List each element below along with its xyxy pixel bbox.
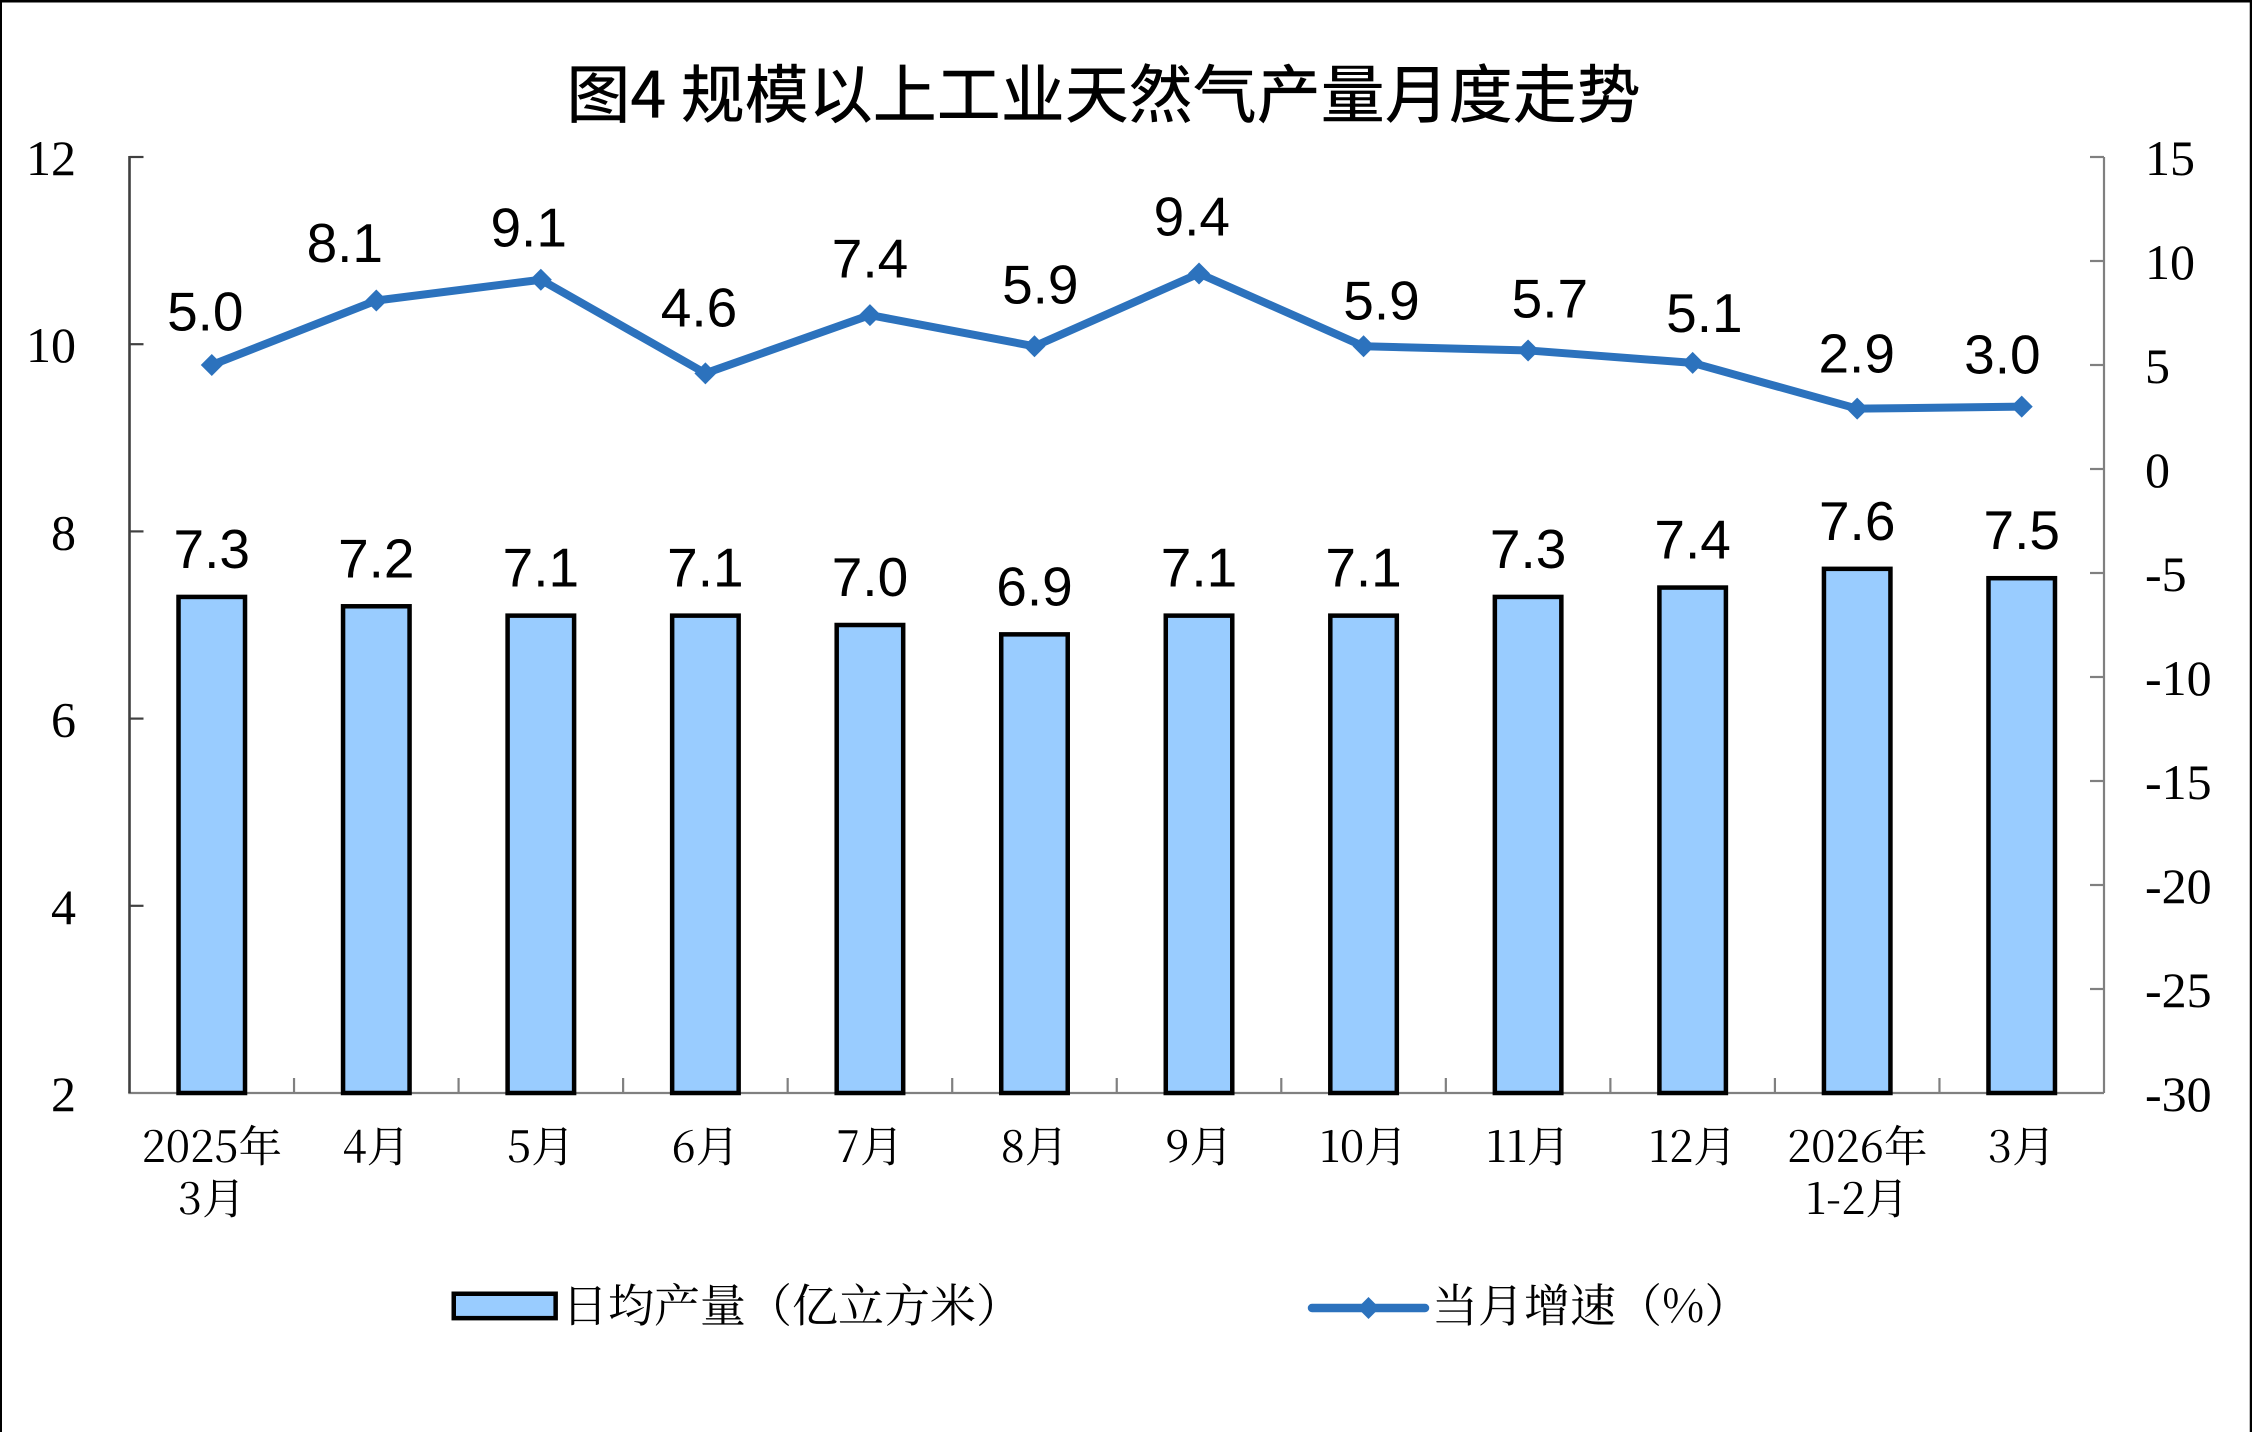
svg-text:7.5: 7.5 xyxy=(1983,499,2059,561)
svg-text:7.0: 7.0 xyxy=(832,546,908,608)
svg-text:9.4: 9.4 xyxy=(1154,186,1230,248)
svg-text:6: 6 xyxy=(51,692,76,748)
svg-text:8: 8 xyxy=(51,504,76,560)
svg-text:10: 10 xyxy=(26,317,76,373)
svg-text:10: 10 xyxy=(2145,234,2195,290)
svg-text:5.9: 5.9 xyxy=(1002,253,1078,315)
svg-text:7.3: 7.3 xyxy=(174,518,250,580)
svg-text:7.1: 7.1 xyxy=(1161,537,1237,599)
svg-text:4.6: 4.6 xyxy=(661,277,737,339)
svg-text:15: 15 xyxy=(2145,130,2195,186)
svg-text:-5: -5 xyxy=(2145,546,2187,602)
svg-text:5.9: 5.9 xyxy=(1343,269,1419,331)
svg-text:5.1: 5.1 xyxy=(1666,282,1742,344)
svg-text:5: 5 xyxy=(2145,338,2170,394)
svg-text:7.1: 7.1 xyxy=(667,537,743,599)
svg-text:4: 4 xyxy=(51,879,76,935)
svg-text:2.9: 2.9 xyxy=(1818,323,1894,385)
svg-text:7.2: 7.2 xyxy=(338,527,414,589)
svg-text:0: 0 xyxy=(2145,442,2170,498)
svg-text:7.3: 7.3 xyxy=(1490,518,1566,580)
svg-text:9.1: 9.1 xyxy=(490,196,566,258)
svg-text:6.9: 6.9 xyxy=(996,555,1072,617)
svg-text:2: 2 xyxy=(51,1066,76,1122)
svg-text:7.4: 7.4 xyxy=(1654,509,1730,571)
svg-text:-25: -25 xyxy=(2145,962,2212,1018)
svg-text:7.4: 7.4 xyxy=(832,228,908,290)
svg-text:-15: -15 xyxy=(2145,754,2212,810)
svg-text:-30: -30 xyxy=(2145,1066,2212,1122)
svg-text:5.0: 5.0 xyxy=(167,281,243,343)
svg-text:-10: -10 xyxy=(2145,650,2212,706)
svg-text:12: 12 xyxy=(26,130,76,186)
svg-text:7.6: 7.6 xyxy=(1819,490,1895,552)
svg-text:7.1: 7.1 xyxy=(503,537,579,599)
svg-text:-20: -20 xyxy=(2145,858,2212,914)
svg-text:3.0: 3.0 xyxy=(1964,324,2040,386)
svg-text:7.1: 7.1 xyxy=(1325,537,1401,599)
svg-text:8.1: 8.1 xyxy=(307,212,383,274)
svg-text:5.7: 5.7 xyxy=(1512,268,1588,330)
